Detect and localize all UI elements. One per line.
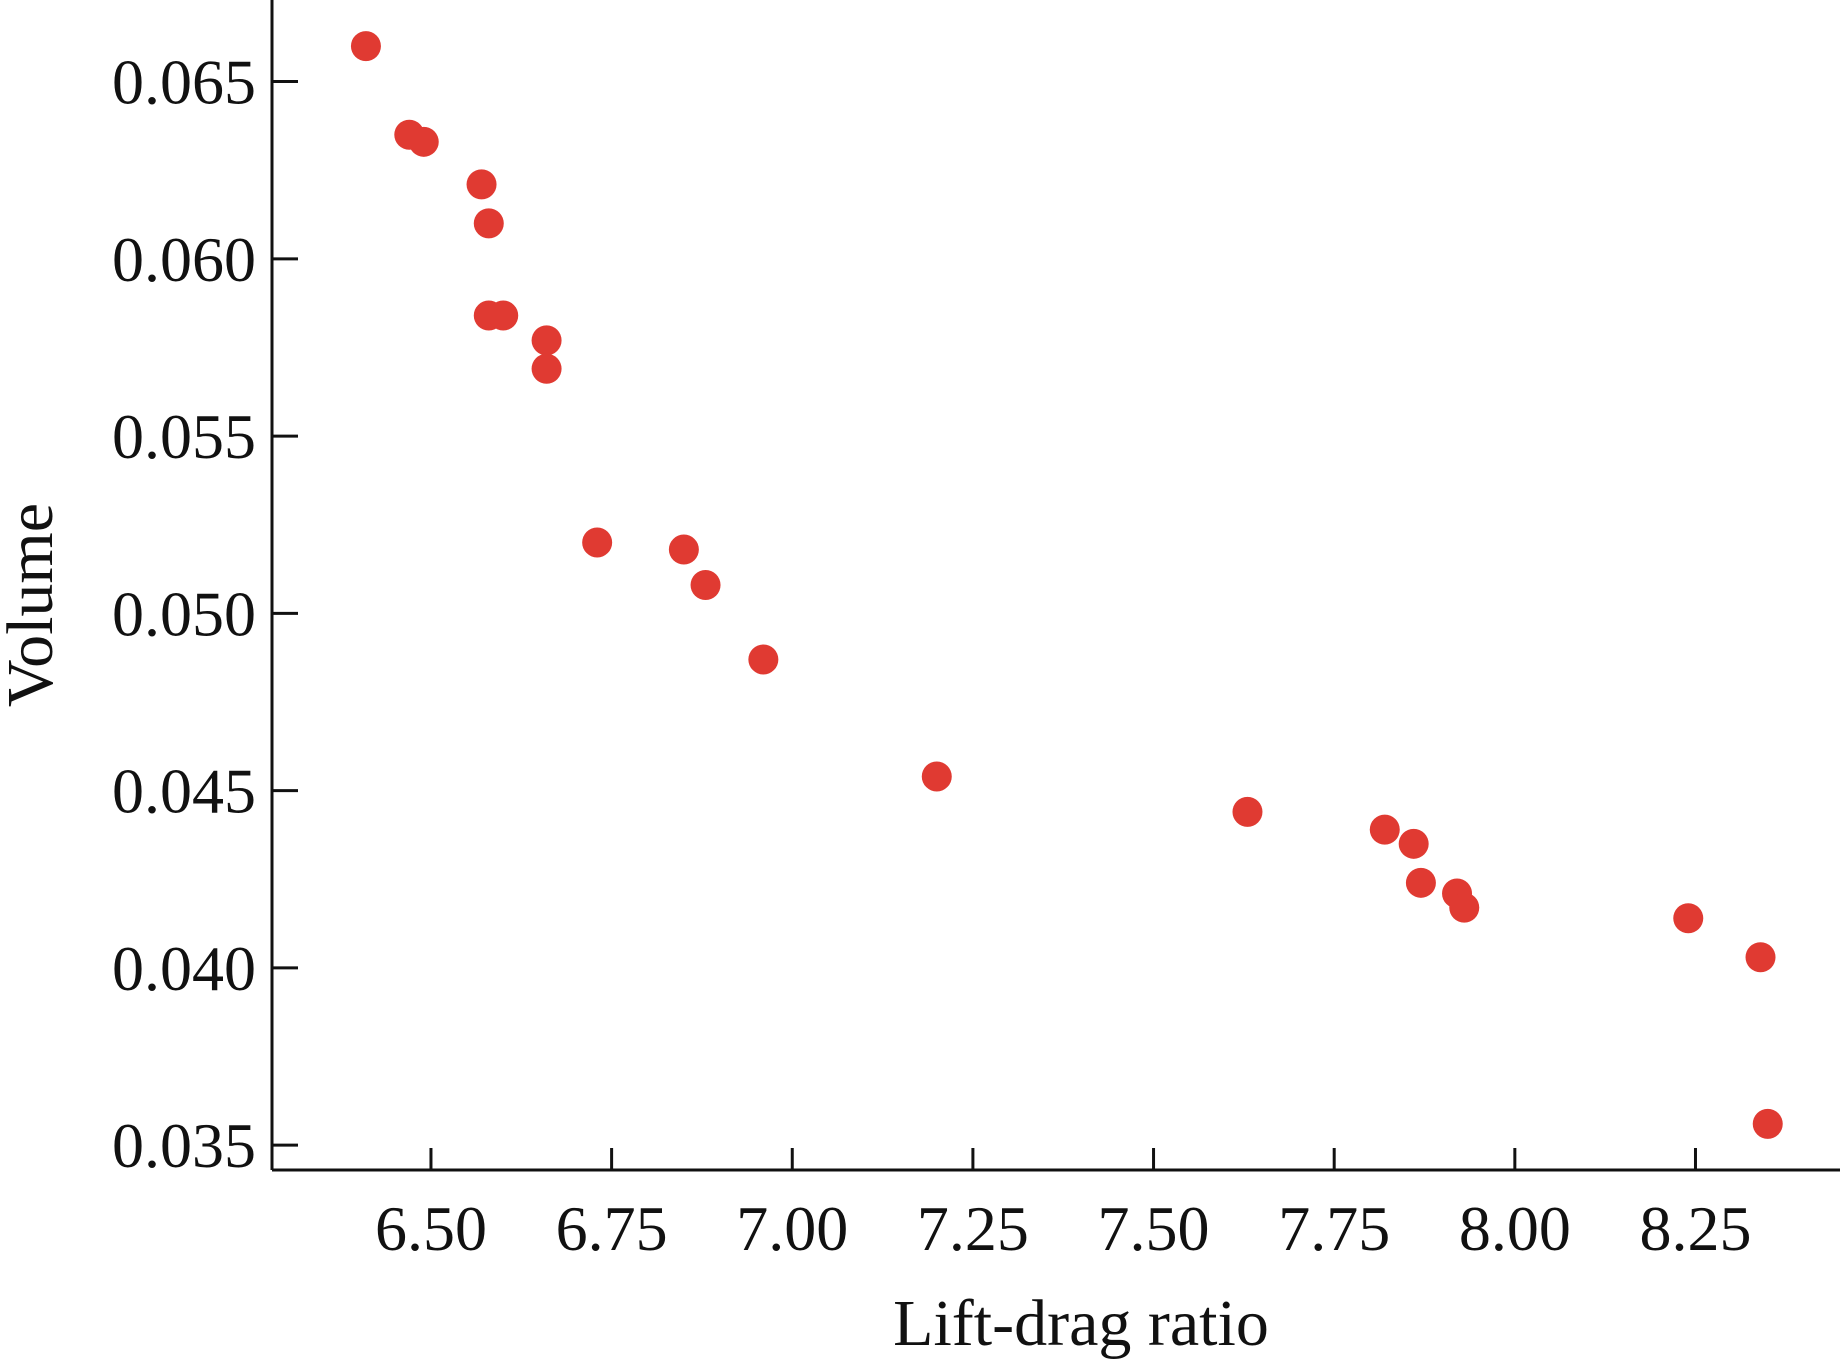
data-point — [473, 208, 504, 239]
y-axis-title: Volume — [0, 503, 67, 707]
y-tick-label: 0.035 — [112, 1110, 256, 1181]
data-point — [582, 527, 613, 558]
data-point — [1752, 1108, 1783, 1139]
data-point — [1369, 814, 1400, 845]
y-tick-label: 0.055 — [112, 401, 256, 472]
x-tick-label: 8.00 — [1459, 1193, 1571, 1264]
data-point — [531, 353, 562, 384]
x-tick-label: 7.25 — [917, 1193, 1029, 1264]
data-point — [1405, 867, 1436, 898]
y-tick-label: 0.050 — [112, 578, 256, 649]
x-tick-label: 8.25 — [1639, 1193, 1751, 1264]
data-point — [748, 644, 779, 675]
x-axis: 6.50 6.75 7.00 7.25 7.50 7.75 8.00 8.25 — [272, 1148, 1840, 1264]
data-point — [921, 761, 952, 792]
data-point — [1232, 796, 1263, 827]
y-tick-label: 0.045 — [112, 756, 256, 827]
x-tick-label: 6.50 — [375, 1193, 487, 1264]
x-tick-label: 7.00 — [736, 1193, 848, 1264]
data-point — [1449, 892, 1480, 923]
y-tick-label: 0.065 — [112, 47, 256, 118]
data-point — [1398, 828, 1429, 859]
data-point — [408, 126, 439, 157]
data-point — [466, 169, 497, 200]
x-axis-title: Lift-drag ratio — [893, 1287, 1269, 1360]
y-tick-label: 0.060 — [112, 224, 256, 295]
data-point — [350, 31, 381, 62]
data-point — [690, 570, 721, 600]
y-axis: 0.035 0.040 0.045 0.050 0.055 0.060 0.065 — [112, 0, 298, 1181]
data-points — [350, 31, 1783, 1139]
x-tick-label: 6.75 — [556, 1193, 668, 1264]
data-point — [531, 325, 562, 356]
data-point — [668, 534, 699, 565]
x-tick-label: 7.50 — [1098, 1193, 1210, 1264]
x-tick-label: 7.75 — [1278, 1193, 1390, 1264]
data-point — [488, 300, 519, 331]
y-tick-label: 0.040 — [112, 933, 256, 1004]
data-point — [1673, 903, 1704, 934]
data-point — [1745, 942, 1776, 973]
